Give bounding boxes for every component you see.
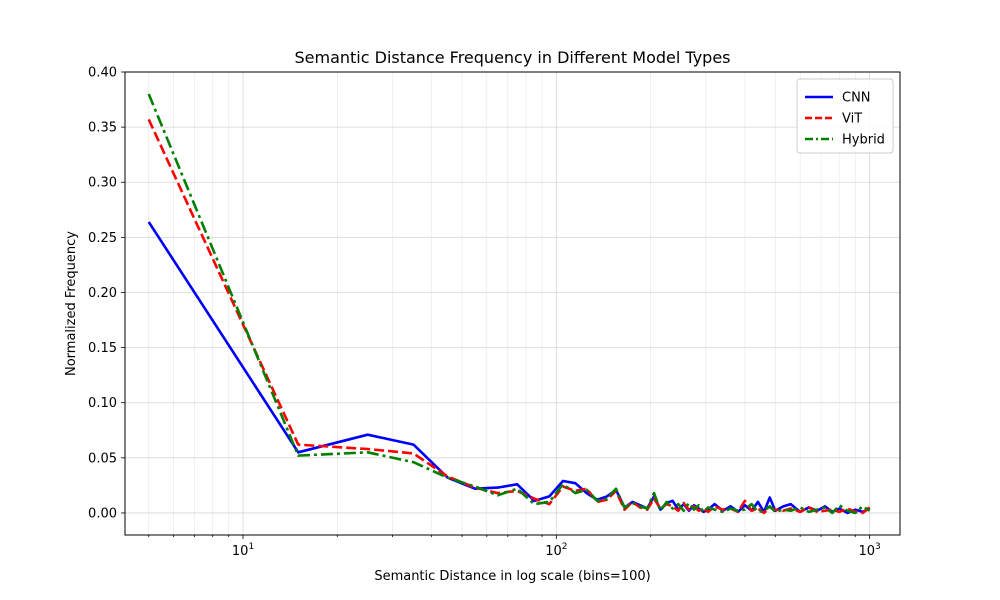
series-line-cnn (147, 221, 871, 515)
y-tick-label: 0.20 (88, 286, 117, 301)
plot-frame (124, 71, 901, 536)
legend: CNN ViT Hybrid (796, 78, 894, 154)
y-tick-label: 0.35 (88, 121, 117, 136)
x-tick-label: 102 (545, 542, 567, 559)
legend-label-hybrid: Hybrid (842, 133, 885, 148)
chart-title: Semantic Distance Frequency in Different… (294, 48, 730, 67)
y-tick-label: 0.30 (88, 176, 117, 191)
y-tick-label: 0.15 (88, 341, 117, 356)
y-axis-label: Normalized Frequency (64, 231, 79, 376)
axis-ticks: 0.00 0.05 0.10 0.15 0.20 0.25 0.30 0.35 0.40 101 1… (88, 66, 881, 560)
y-tick-label: 0.25 (88, 231, 117, 246)
grid (125, 71, 900, 535)
series-line-vit (147, 118, 871, 515)
x-axis-label: Semantic Distance in log scale (bins=100… (374, 569, 650, 584)
series-line-hybrid (147, 93, 871, 515)
x-tick-label: 103 (858, 542, 880, 559)
series-lines (147, 93, 871, 515)
y-tick-label: 0.05 (88, 451, 117, 466)
y-tick-label: 0.00 (88, 506, 117, 521)
y-tick-label: 0.40 (88, 66, 117, 81)
legend-label-cnn: CNN (842, 91, 871, 106)
x-tick-label: 101 (232, 542, 254, 559)
y-tick-label: 0.10 (88, 396, 117, 411)
legend-label-vit: ViT (842, 112, 862, 127)
